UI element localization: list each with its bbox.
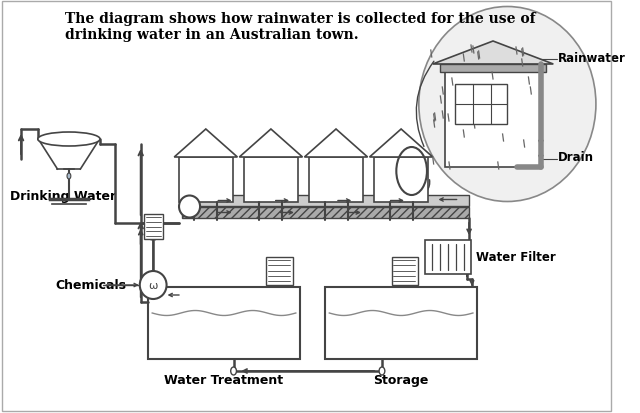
Circle shape	[140, 271, 166, 299]
Polygon shape	[369, 130, 433, 158]
Bar	[309, 158, 363, 202]
Text: Storage: Storage	[373, 373, 429, 386]
Bar	[392, 257, 419, 285]
Bar	[182, 195, 469, 206]
Ellipse shape	[419, 7, 596, 202]
Text: Drinking Water: Drinking Water	[10, 190, 116, 202]
Polygon shape	[239, 130, 303, 158]
Bar	[445, 73, 541, 168]
Bar	[374, 158, 428, 202]
Ellipse shape	[379, 367, 385, 375]
Bar	[454, 85, 508, 125]
Bar	[179, 158, 232, 202]
Bar	[326, 287, 477, 359]
Text: The diagram shows how rainwater is collected for the use of
drinking water in an: The diagram shows how rainwater is colle…	[65, 12, 536, 42]
Ellipse shape	[67, 173, 71, 180]
Text: Rainwater: Rainwater	[558, 51, 626, 64]
Bar	[328, 311, 475, 357]
Circle shape	[179, 196, 200, 218]
Bar	[150, 311, 298, 357]
Text: Drain: Drain	[558, 151, 594, 164]
Polygon shape	[433, 42, 554, 65]
Bar	[182, 207, 469, 218]
Bar	[244, 158, 298, 202]
Polygon shape	[174, 130, 237, 158]
Polygon shape	[305, 130, 367, 158]
Text: Water Filter: Water Filter	[476, 251, 556, 264]
Text: ω: ω	[148, 280, 158, 290]
Bar	[148, 287, 300, 359]
Bar	[440, 65, 546, 73]
Ellipse shape	[230, 367, 236, 375]
Text: Chemicals: Chemicals	[56, 279, 127, 292]
Ellipse shape	[38, 133, 100, 147]
Bar	[425, 240, 471, 274]
Text: Water Treatment: Water Treatment	[164, 373, 284, 386]
Bar	[266, 257, 293, 285]
Bar	[143, 214, 163, 240]
